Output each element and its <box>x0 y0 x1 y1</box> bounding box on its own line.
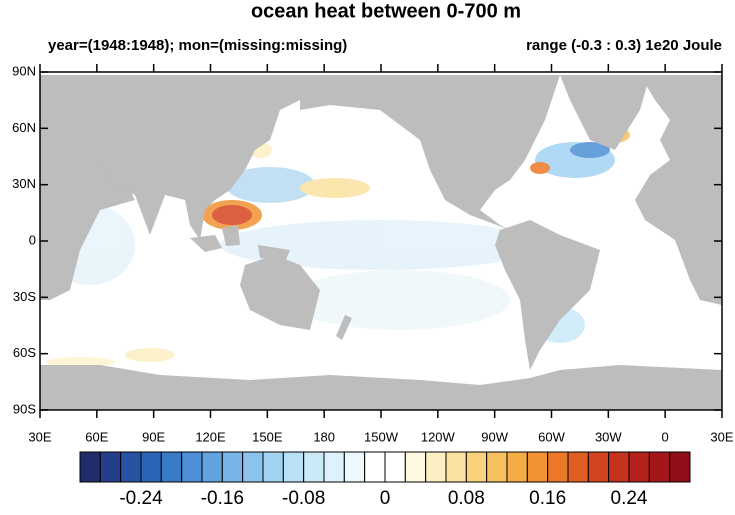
lat-label: 0 <box>29 232 36 247</box>
eurasia <box>40 75 300 240</box>
lon-label: 30E <box>710 429 733 444</box>
colorbar-box <box>567 451 589 483</box>
antarctica <box>40 365 722 410</box>
patch <box>125 348 175 362</box>
new-guinea <box>258 245 290 262</box>
left-subtitle: year=(1948:1948); mon=(missing:missing) <box>48 37 347 54</box>
lon-label: 0 <box>662 429 669 444</box>
colorbar-box <box>181 451 203 483</box>
colorbar-box <box>343 451 366 483</box>
north-america <box>300 75 560 230</box>
lat-label: 30N <box>12 176 36 191</box>
lon-label: 150E <box>252 429 283 444</box>
lon-label: 30E <box>28 429 51 444</box>
axes: 90N 60N 30N 0 30S 60S 90S 30E 60E 90E 120E 150E 180 1… <box>12 63 734 444</box>
colorbar-label: 0 <box>380 488 391 509</box>
colorbar-label: 0.24 <box>611 488 648 509</box>
lat-label: 60S <box>13 345 36 360</box>
indonesia <box>190 235 222 252</box>
colorbar-box <box>465 451 488 483</box>
lon-label: 120E <box>195 429 226 444</box>
colorbar-box <box>404 451 427 483</box>
lon-label: 120W <box>421 429 456 444</box>
colorbar-box <box>282 451 305 483</box>
europe-africa-west <box>635 75 722 305</box>
colorbar-label: 0.08 <box>448 488 485 509</box>
patch <box>225 167 315 203</box>
colorbar-label: -0.24 <box>119 488 163 509</box>
colorbar-box <box>384 451 406 483</box>
colorbar-box <box>99 451 122 483</box>
lat-label: 60N <box>12 120 36 135</box>
colorbar-label: -0.08 <box>282 488 325 509</box>
colorbar-box <box>120 451 142 483</box>
land <box>40 75 722 410</box>
colorbar-box <box>526 451 549 483</box>
right-subtitle: range (-0.3 : 0.3) 1e20 Joule <box>526 37 722 54</box>
title: ocean heat between 0-700 m <box>251 0 521 22</box>
borneo <box>222 225 240 246</box>
colorbar-box <box>445 451 467 483</box>
greenland <box>560 75 650 150</box>
colorbar-label: -0.16 <box>201 488 244 509</box>
colorbar-label: 0.16 <box>529 488 566 509</box>
lon-label: 60W <box>538 429 565 444</box>
lon-label: 150W <box>364 429 399 444</box>
colorbar-box <box>79 451 101 483</box>
lat-label: 90N <box>12 63 36 78</box>
colorbar-box <box>669 451 691 483</box>
new-zealand <box>336 315 352 340</box>
patch <box>220 220 540 270</box>
anomaly-patches <box>45 97 705 367</box>
south-america <box>495 220 600 370</box>
patch <box>530 162 550 174</box>
colorbar-box <box>221 451 244 483</box>
colorbar-box <box>364 451 386 483</box>
colorbar-box <box>323 451 345 483</box>
colorbar-box <box>242 451 264 483</box>
colorbar-box <box>628 451 650 483</box>
colorbar-box <box>425 451 447 483</box>
lat-label: 90S <box>13 401 36 416</box>
colorbar-box <box>648 451 671 483</box>
colorbar: -0.24 -0.16 -0.08 0 0.08 0.16 0.24 <box>79 451 691 509</box>
colorbar-box <box>140 451 162 483</box>
colorbar-box <box>201 451 223 483</box>
lon-label: 90W <box>481 429 508 444</box>
patch <box>212 205 252 225</box>
colorbar-box <box>486 451 508 483</box>
lat-label: 30S <box>13 289 36 304</box>
colorbar-box <box>608 451 630 483</box>
colorbar-box <box>303 451 325 483</box>
map <box>39 71 723 411</box>
colorbar-box <box>506 451 528 483</box>
lon-label: 60E <box>85 429 108 444</box>
colorbar-box <box>160 451 183 483</box>
australia <box>240 255 320 330</box>
colorbar-box <box>262 451 284 483</box>
colorbar-box <box>587 451 610 483</box>
patch <box>300 178 370 198</box>
lon-label: 180 <box>313 429 335 444</box>
lon-label: 90E <box>142 429 165 444</box>
patch <box>570 142 610 158</box>
lon-label: 30W <box>595 429 622 444</box>
patch <box>290 270 510 330</box>
colorbar-box <box>547 451 569 483</box>
patch <box>45 357 115 367</box>
